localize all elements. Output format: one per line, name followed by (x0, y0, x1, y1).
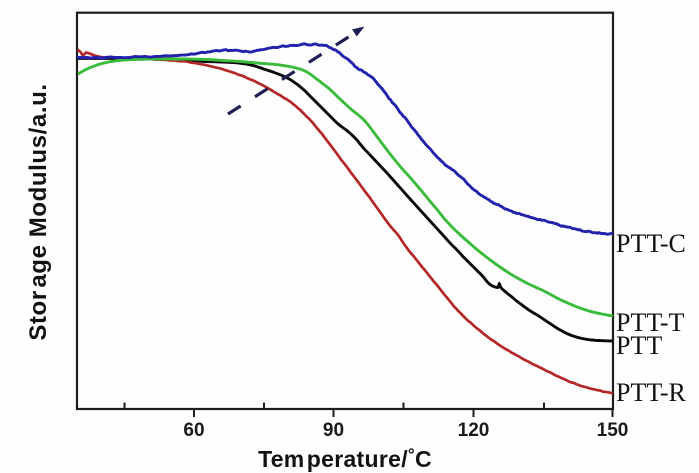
svg-text:PTT-R: PTT-R (616, 378, 686, 407)
svg-text:60: 60 (183, 420, 204, 441)
svg-text:150: 150 (597, 420, 629, 441)
svg-text:PTT: PTT (616, 331, 662, 360)
svg-text:Tem perature/°C: Tem perature/°C (258, 445, 432, 472)
svg-text:120: 120 (458, 420, 490, 441)
svg-text:PTT-C: PTT-C (616, 229, 686, 258)
svg-text:Stor age Modulus/a.u.: Stor age Modulus/a.u. (25, 83, 52, 340)
svg-text:PTT-T: PTT-T (616, 308, 684, 337)
svg-text:90: 90 (323, 420, 344, 441)
